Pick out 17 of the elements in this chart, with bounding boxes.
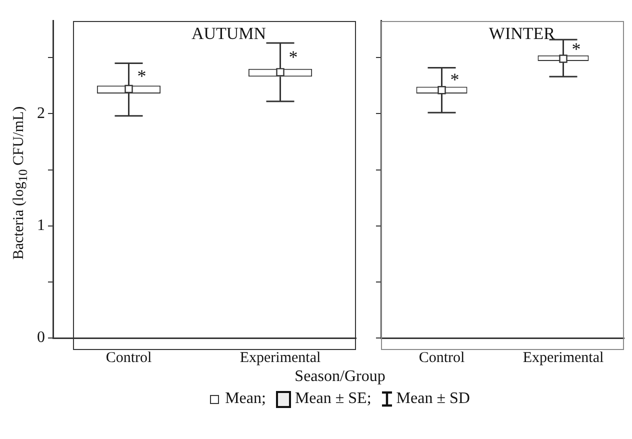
x-tick-label: Control	[418, 350, 465, 366]
x-tick-label: Control	[106, 350, 152, 366]
annotation: *	[288, 46, 298, 67]
y-tick-label: 0	[37, 329, 45, 346]
y-tick-label: 2	[37, 104, 45, 122]
x-axis-title: Season/Group	[294, 368, 386, 386]
y-tick-label: 1	[37, 217, 45, 234]
annotation: *	[137, 66, 146, 86]
x-tick-label: Experimental	[522, 350, 604, 366]
chart-title: AUTUMN	[191, 24, 266, 44]
text: Mean;	[225, 390, 266, 408]
text: Mean ± SD	[396, 390, 470, 408]
annotation: *	[572, 39, 581, 60]
text: Mean ± SE;	[294, 390, 372, 408]
annotation: *	[450, 69, 460, 90]
chart-title: WINTER	[488, 24, 556, 44]
x-tick-label: Experimental	[240, 350, 321, 366]
